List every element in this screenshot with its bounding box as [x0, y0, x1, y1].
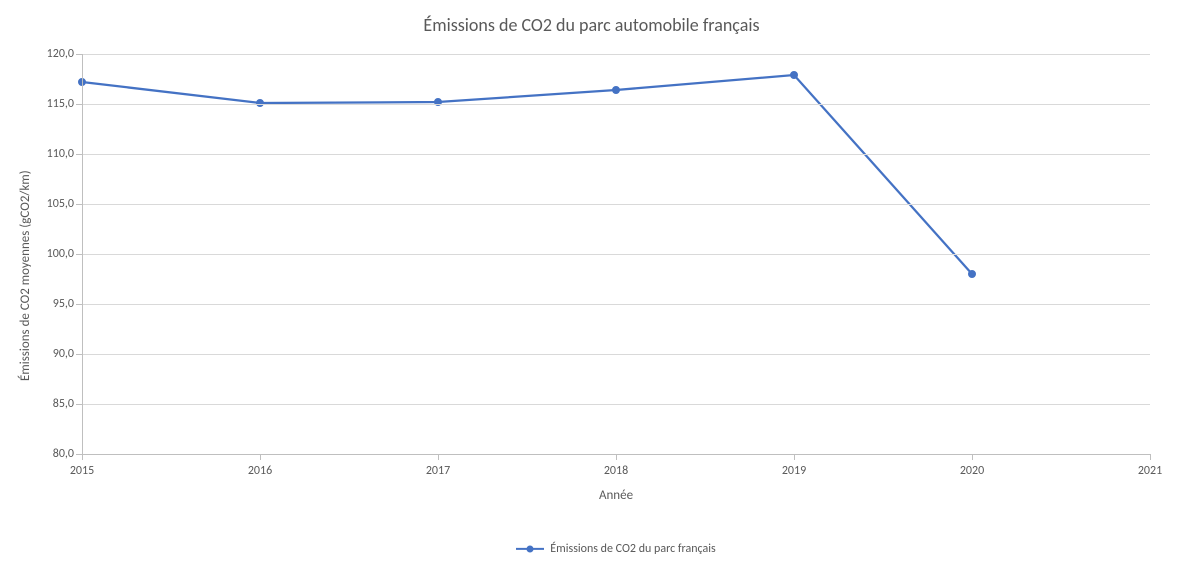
gridline-horizontal: [82, 54, 1150, 55]
y-axis-title: Émissions de CO2 moyennes (gCO2/km): [18, 171, 33, 382]
gridline-horizontal: [82, 304, 1150, 305]
series-marker: [969, 271, 976, 278]
y-tick-label: 85,0: [53, 397, 74, 411]
y-tick-label: 115,0: [47, 97, 74, 111]
legend-label: Émissions de CO2 du parc français: [550, 542, 715, 556]
y-tick-label: 80,0: [53, 447, 74, 461]
x-tick-label: 2017: [426, 464, 450, 478]
x-tick-label: 2015: [70, 464, 94, 478]
x-axis-title: Année: [82, 488, 1150, 503]
x-tick-label: 2018: [604, 464, 628, 478]
x-tick-label: 2021: [1138, 464, 1162, 478]
gridline-horizontal: [82, 254, 1150, 255]
y-tick-label: 100,0: [47, 247, 74, 261]
chart-title: Émissions de CO2 du parc automobile fran…: [0, 14, 1183, 36]
series-marker: [257, 100, 264, 107]
x-tick-label: 2016: [248, 464, 272, 478]
gridline-horizontal: [82, 204, 1150, 205]
x-tick-mark: [616, 454, 617, 460]
y-axis-line: [82, 54, 83, 454]
series-marker: [791, 72, 798, 79]
gridline-horizontal: [82, 354, 1150, 355]
y-tick-label: 120,0: [47, 47, 74, 61]
x-tick-mark: [82, 454, 83, 460]
gridline-horizontal: [82, 154, 1150, 155]
x-tick-label: 2020: [960, 464, 984, 478]
series-marker: [613, 87, 620, 94]
y-tick-label: 105,0: [47, 197, 74, 211]
x-tick-mark: [260, 454, 261, 460]
plot-area: [82, 54, 1150, 454]
gridline-horizontal: [82, 404, 1150, 405]
legend-swatch: [516, 543, 544, 555]
x-tick-mark: [438, 454, 439, 460]
legend: Émissions de CO2 du parc français: [82, 542, 1150, 556]
x-tick-label: 2019: [782, 464, 806, 478]
y-tick-label: 90,0: [53, 347, 74, 361]
gridline-horizontal: [82, 104, 1150, 105]
y-tick-label: 110,0: [47, 147, 74, 161]
y-tick-label: 95,0: [53, 297, 74, 311]
x-tick-mark: [1150, 454, 1151, 460]
x-tick-mark: [794, 454, 795, 460]
x-tick-mark: [972, 454, 973, 460]
chart-container: Émissions de CO2 du parc automobile fran…: [0, 0, 1183, 574]
